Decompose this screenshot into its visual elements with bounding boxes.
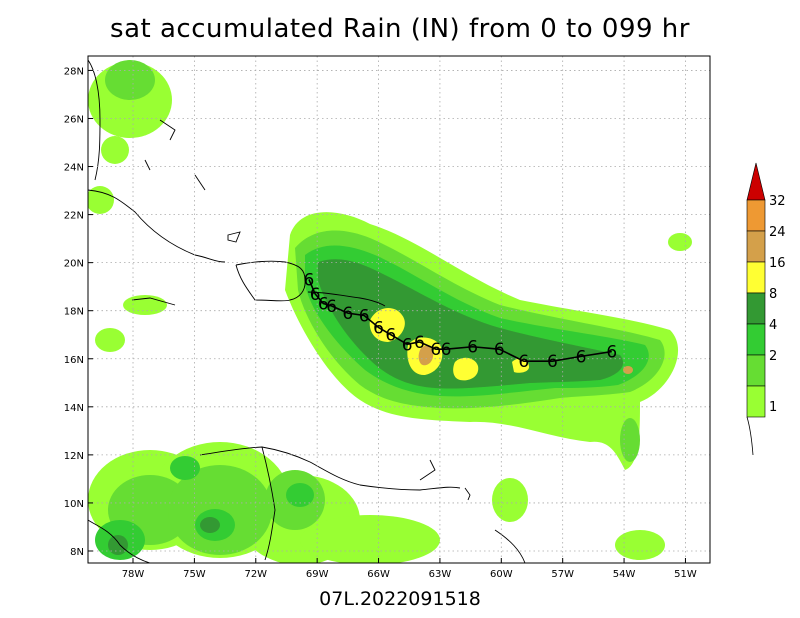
colorbar-label: 1 [769, 400, 777, 415]
hurricane-symbol-icon: 6 [430, 340, 441, 360]
rain-shading [88, 60, 692, 563]
hurricane-symbol-icon: 6 [547, 352, 558, 372]
hurricane-symbol-icon: 6 [441, 340, 452, 360]
lat-tick-label: 14N [64, 403, 84, 414]
track-line [308, 279, 612, 362]
lat-tick-label: 20N [64, 259, 84, 270]
hurricane-symbol-icon: 6 [385, 326, 396, 346]
lat-tick-label: 12N [64, 451, 84, 462]
hurricane-symbol-icon: 6 [576, 347, 587, 367]
hurricane-symbol-icon: 6 [518, 352, 529, 372]
hurricane-symbol-icon: 6 [494, 340, 505, 360]
hurricane-symbol-icon: 6 [304, 270, 315, 290]
hurricane-symbol-icon: 6 [326, 297, 337, 317]
colorbar-swatch [746, 230, 766, 263]
hurricane-symbol-icon: 6 [318, 294, 329, 314]
lon-tick-label: 66W [367, 569, 390, 580]
hurricane-symbol-icon: 6 [467, 338, 478, 358]
lon-tick-label: 72W [244, 569, 267, 580]
hurricane-symbol-icon: 6 [310, 285, 321, 305]
coastlines [88, 59, 526, 563]
lon-tick-label: 54W [613, 569, 636, 580]
hurricane-symbol-icon: 6 [402, 335, 413, 355]
hurricane-symbol-icon: 6 [606, 343, 617, 363]
colorbar-label: 16 [769, 256, 786, 271]
axis-ticks: 28N 26N 24N 22N 20N 18N 16N 14N 12N 10N 8N 78W 75W 72… [64, 66, 697, 580]
hurricane-symbol-icon: 6 [373, 319, 384, 339]
lat-tick-label: 10N [64, 499, 84, 510]
lat-tick-label: 26N [64, 114, 84, 125]
colorbar-swatch [746, 292, 766, 325]
gridlines [88, 56, 710, 563]
lat-tick-label: 24N [64, 163, 84, 174]
map-title: sat accumulated Rain (IN) from 0 to 099 … [110, 14, 690, 44]
storm-id-label: 07L.2022091518 [319, 588, 481, 610]
colorbar-label: 8 [769, 287, 777, 302]
lon-tick-label: 75W [183, 569, 206, 580]
colorbar-label: 24 [769, 225, 786, 240]
lat-tick-label: 16N [64, 355, 84, 366]
hurricane-symbol-icon: 6 [414, 333, 425, 353]
lat-tick-label: 28N [64, 66, 84, 77]
colorbar-min-tail [746, 416, 754, 456]
hurricane-symbol-icon: 6 [342, 304, 353, 324]
lon-tick-label: 57W [551, 569, 574, 580]
colorbar-swatch [746, 385, 766, 418]
colorbar-max-triangle [746, 162, 766, 201]
lon-tick-label: 51W [674, 569, 697, 580]
lon-tick-label: 69W [306, 569, 329, 580]
colorbar-swatch [746, 323, 766, 356]
colorbar-swatch [746, 261, 766, 294]
colorbar-label: 32 [769, 194, 786, 209]
lon-tick-label: 78W [122, 569, 145, 580]
lat-tick-label: 8N [70, 547, 84, 558]
plot-frame [87, 55, 711, 564]
lon-tick-label: 60W [490, 569, 513, 580]
lon-tick-label: 63W [429, 569, 452, 580]
colorbar-label: 4 [769, 318, 777, 333]
lat-tick-label: 22N [64, 211, 84, 222]
colorbar-swatch [746, 199, 766, 232]
hurricane-symbol-icon: 6 [359, 307, 370, 327]
colorbar-swatch [746, 354, 766, 387]
colorbar: 32 24 16 8 4 2 1 [746, 162, 786, 456]
lat-tick-label: 18N [64, 307, 84, 318]
colorbar-label: 2 [769, 349, 777, 364]
